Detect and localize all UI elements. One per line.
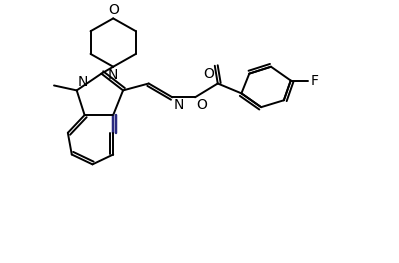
Text: O: O: [108, 3, 119, 17]
Text: N: N: [108, 68, 119, 82]
Text: F: F: [310, 74, 318, 88]
Text: N: N: [173, 98, 184, 112]
Text: O: O: [203, 67, 214, 81]
Text: N: N: [78, 75, 88, 89]
Text: O: O: [196, 98, 207, 112]
